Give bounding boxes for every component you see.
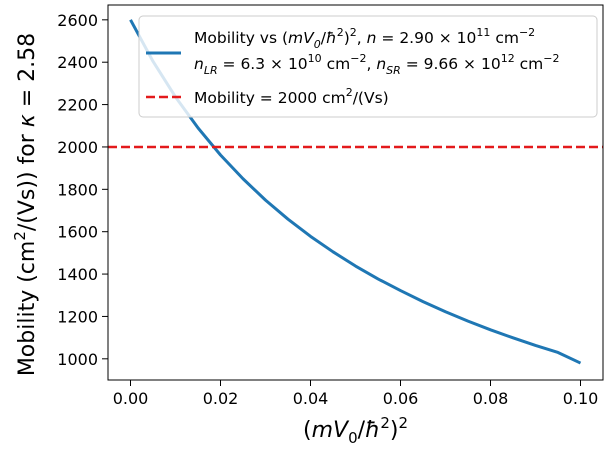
x-tick-label: 0.10 xyxy=(563,389,599,408)
x-tick-label: 0.00 xyxy=(113,389,149,408)
chart-marks xyxy=(108,19,603,365)
legend-box xyxy=(138,15,598,118)
y-axis-label: Mobility (cm2/(Vs)) for κ = 2.58 xyxy=(11,33,40,376)
x-axis-label: (mV0/ħ2)2 xyxy=(303,414,408,447)
chart-axes: 0.00 0.02 0.04 0.06 0.08 0.10 1000 1200 1400 1600… xyxy=(11,4,604,447)
y-tick-label: 2200 xyxy=(57,96,98,115)
y-tick-label: 2000 xyxy=(57,138,98,157)
y-tick-label: 1400 xyxy=(57,265,98,284)
x-tick-label: 0.02 xyxy=(203,389,239,408)
legend-label-mobility-line1: Mobility vs (mV0/ħ2)2, n = 2.90 × 1011 c… xyxy=(194,26,535,51)
legend-label-threshold: Mobility = 2000 cm2/(Vs) xyxy=(194,86,389,107)
y-tick-label: 1600 xyxy=(57,223,98,242)
y-tick-label: 2400 xyxy=(57,53,98,72)
x-tick-label: 0.06 xyxy=(383,389,419,408)
y-tick-label: 2600 xyxy=(57,11,98,30)
x-tick-label: 0.08 xyxy=(473,389,509,408)
plot-frame xyxy=(107,4,604,381)
legend-label-mobility-line2: nLR = 6.3 × 1010 cm−2, nSR = 9.66 × 1012… xyxy=(194,52,559,77)
series-mobility-line xyxy=(129,19,582,365)
chart-legend: Mobility vs (mV0/ħ2)2, n = 2.90 × 1011 c… xyxy=(138,15,598,118)
y-tick-label: 1000 xyxy=(57,350,98,369)
y-tick-label: 1800 xyxy=(57,180,98,199)
x-tick-label: 0.04 xyxy=(293,389,329,408)
y-tick-label: 1200 xyxy=(57,307,98,326)
